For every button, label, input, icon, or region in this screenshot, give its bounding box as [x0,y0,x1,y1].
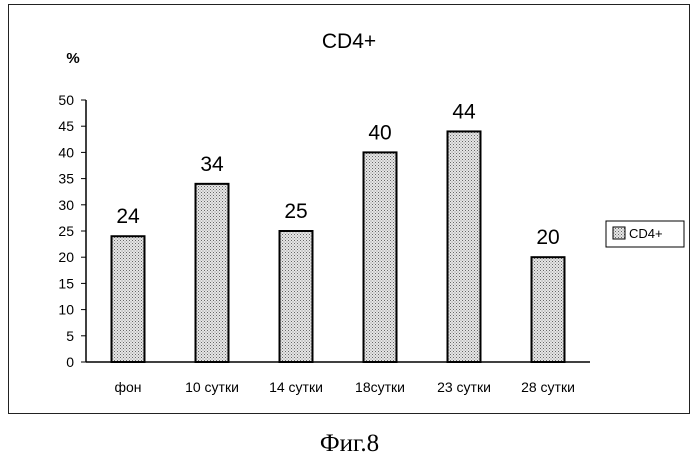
x-tick-label: 28 сутки [521,379,575,395]
legend-label: CD4+ [629,226,663,241]
y-tick-label: 40 [58,144,74,160]
x-tick-label: 23 сутки [437,379,491,395]
y-tick-label: 30 [58,197,74,213]
y-tick-label: 5 [66,328,74,344]
x-tick-label: 10 сутки [185,379,239,395]
legend-swatch [613,227,625,239]
chart-title: CD4+ [322,30,376,53]
bar [112,236,145,362]
y-axis-label: % [66,50,79,67]
y-tick-label: 25 [58,223,74,239]
bar [364,152,397,362]
y-tick-label: 15 [58,275,74,291]
bar [196,184,229,362]
legend: CD4+ [606,221,684,247]
y-tick-label: 35 [58,171,74,187]
bar-value-label: 40 [368,121,391,144]
x-tick-label: фон [114,379,141,395]
y-tick-label: 50 [58,92,74,108]
x-tick-label: 14 сутки [269,379,323,395]
bar-value-label: 34 [200,153,224,176]
bar [532,257,565,362]
y-tick-label: 0 [66,354,74,370]
bar-value-label: 25 [284,200,307,223]
bar-value-label: 24 [116,205,140,228]
y-tick-label: 20 [58,249,74,265]
bar [448,131,481,362]
bar-value-label: 20 [536,226,559,249]
figure-caption: Фиг.8 [0,430,699,458]
y-tick-label: 45 [58,118,74,134]
bar [280,231,313,362]
bar-value-label: 44 [452,100,476,123]
x-tick-label: 18сутки [355,379,405,395]
y-tick-label: 10 [58,302,74,318]
